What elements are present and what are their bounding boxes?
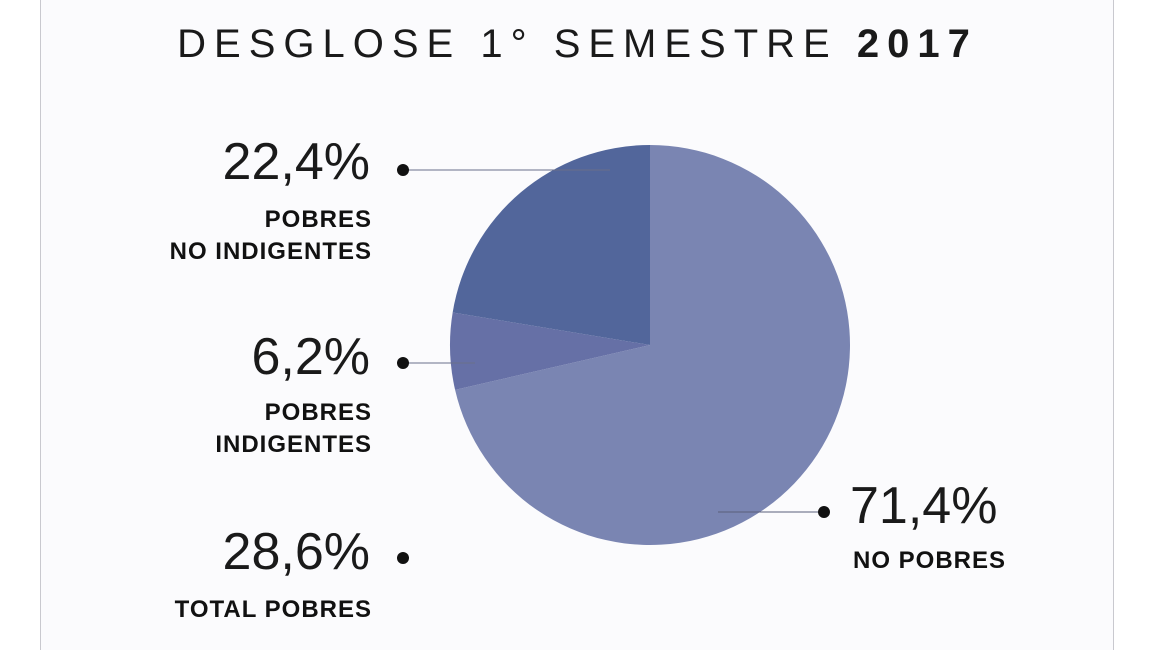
label-indigentes-line2: INDIGENTES [215, 431, 372, 458]
pie-slice-no-pobres [455, 145, 850, 545]
label-no-indigentes: POBRES NO INDIGENTES [100, 204, 372, 268]
pct-total-pobres: 28,6% [222, 523, 370, 581]
label-indigentes-line1: POBRES [264, 399, 372, 426]
pie-slice-pobres-indigentes [449, 312, 650, 390]
label-indigentes: POBRES INDIGENTES [100, 397, 372, 461]
pie-slice-pobres-no-indigentes [452, 144, 650, 345]
leader-dot-no-pobres [818, 506, 830, 518]
leader-dot-total [397, 552, 409, 564]
chart-title: DESGLOSE 1° SEMESTRE 2017 [0, 22, 1155, 67]
pct-indigentes: 6,2% [251, 328, 370, 386]
title-year: 2017 [856, 22, 978, 66]
leader-dot-no-indigentes [397, 164, 409, 176]
label-no-pobres: NO POBRES [853, 547, 1007, 574]
label-no-indigentes-line1: POBRES [264, 206, 372, 233]
title-text: DESGLOSE 1° SEMESTRE [177, 22, 838, 66]
leader-dot-indigentes [397, 357, 409, 369]
pct-no-indigentes: 22,4% [222, 133, 370, 191]
label-no-indigentes-line2: NO INDIGENTES [169, 238, 372, 265]
label-total-pobres: TOTAL POBRES [174, 596, 372, 623]
pct-no-pobres: 71,4% [850, 477, 998, 535]
